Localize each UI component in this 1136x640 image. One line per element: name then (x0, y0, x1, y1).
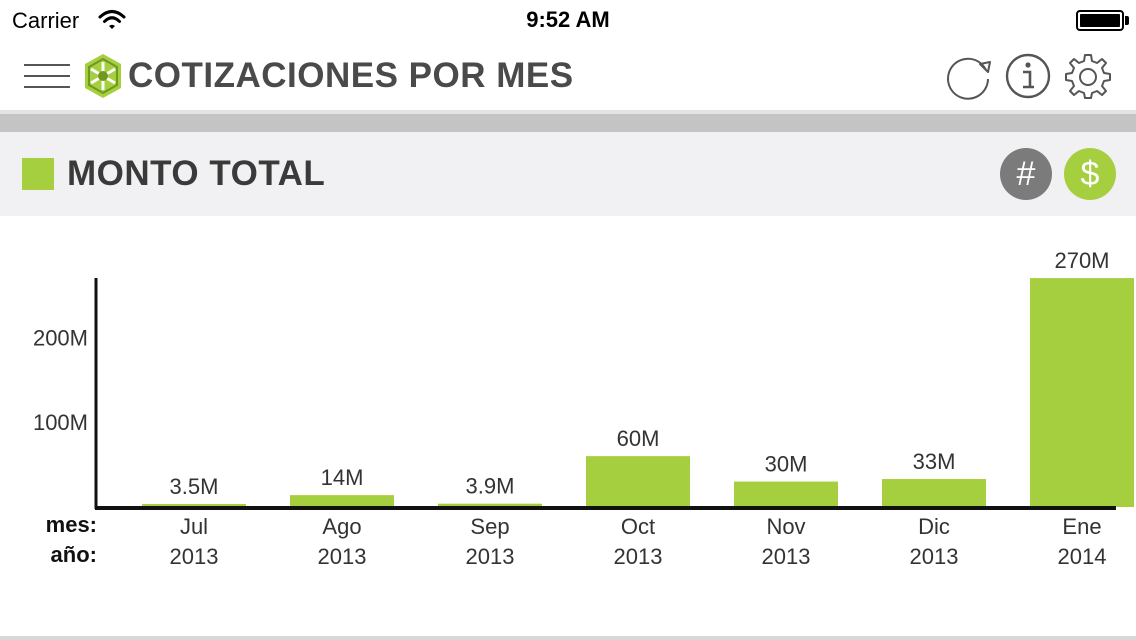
x-tick-year: 2014 (1058, 544, 1107, 569)
bar-dic (882, 479, 986, 507)
section-title: MONTO TOTAL (67, 154, 326, 193)
section-header: MONTO TOTAL # $ (0, 132, 1136, 216)
bar-jul (142, 504, 246, 507)
bar-value-label: 3.9M (466, 474, 515, 499)
refresh-icon[interactable] (944, 52, 992, 100)
bar-value-label: 33M (913, 449, 956, 474)
bar-sep (438, 503, 542, 507)
y-tick-label: 200M (33, 325, 88, 350)
x-tick-year: 2013 (318, 544, 367, 569)
x-tick-month: Ago (322, 514, 361, 539)
divider-bar (0, 110, 1136, 132)
x-tick-year: 2013 (466, 544, 515, 569)
wifi-icon (98, 10, 126, 29)
x-tick-year: 2013 (762, 544, 811, 569)
bar-value-label: 3.5M (170, 474, 219, 499)
x-tick-month: Dic (918, 514, 950, 539)
carrier-label: Carrier (12, 8, 80, 33)
info-icon[interactable] (1004, 52, 1052, 100)
month-row-label: mes: (46, 512, 97, 537)
bar-oct (586, 456, 690, 507)
bar-value-label: 14M (321, 465, 364, 490)
x-tick-month: Jul (180, 514, 208, 539)
x-tick-year: 2013 (910, 544, 959, 569)
bottom-divider (0, 636, 1136, 640)
battery-icon (1076, 10, 1124, 31)
x-tick-year: 2013 (614, 544, 663, 569)
logo-icon (85, 54, 121, 98)
gear-icon[interactable] (1064, 52, 1112, 100)
status-bar: Carrier 9:52 AM (0, 0, 1136, 40)
battery-tip (1125, 16, 1129, 25)
bar-value-label: 30M (765, 452, 808, 477)
count-toggle-button[interactable]: # (1000, 148, 1052, 200)
bar-value-label: 270M (1054, 248, 1109, 273)
page-title: COTIZACIONES POR MES (128, 56, 574, 95)
year-row-label: año: (51, 542, 97, 567)
bar-ago (290, 495, 394, 507)
x-tick-month: Nov (766, 514, 805, 539)
section-color-square (22, 158, 54, 190)
bar-ene (1030, 278, 1134, 507)
amount-toggle-button[interactable]: $ (1064, 148, 1116, 200)
x-tick-year: 2013 (170, 544, 219, 569)
menu-icon[interactable] (18, 58, 76, 94)
x-tick-month: Sep (470, 514, 509, 539)
status-time: 9:52 AM (526, 7, 610, 32)
bar-chart: 3.5M Jul 2013 14M Ago 2013 3.9M Sep 2013 60M Oct 20… (33, 248, 1134, 569)
nav-bar: COTIZACIONES POR MES (0, 40, 1136, 110)
bar-nov (734, 481, 838, 507)
x-tick-month: Ene (1062, 514, 1101, 539)
bar-value-label: 60M (617, 426, 660, 451)
x-tick-month: Oct (621, 514, 655, 539)
y-tick-label: 100M (33, 410, 88, 435)
